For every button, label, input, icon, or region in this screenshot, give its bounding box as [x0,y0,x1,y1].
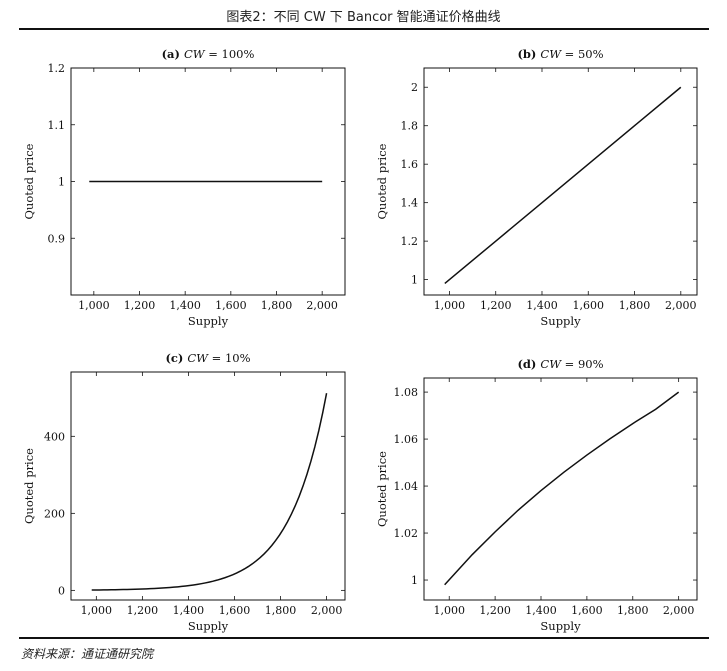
plot-frame [423,377,698,601]
x-tick-label: 1,200 [479,604,511,617]
y-axis-label: Quoted price [22,143,36,219]
x-tick-label: 1,000 [433,604,465,617]
x-tick-label: 1,600 [571,604,603,617]
x-axis-label: Supply [188,314,229,328]
x-tick-label: 1,800 [619,299,651,312]
top-rule [19,28,709,30]
chart-title-rest: = 90% [561,357,604,371]
y-tick-label: 1.2 [48,62,66,75]
y-tick-label: 1.2 [401,235,419,248]
source-note: 资料来源：通证通研究院 [21,647,154,661]
chart-title-var: CW [187,351,209,365]
chart-title: (a) CW = 100% [162,47,255,61]
y-tick-label: 1.02 [394,527,419,540]
chart-title: (d) CW = 90% [517,357,603,371]
y-tick-label: 1.8 [401,120,419,133]
x-tick-label: 1,600 [219,604,251,617]
x-tick-label: 2,000 [665,299,697,312]
y-tick-label: 1.08 [394,386,419,399]
x-axis-label: Supply [188,619,229,633]
plot-frame [70,371,346,601]
x-tick-label: 1,200 [124,299,156,312]
x-tick-label: 1,800 [261,299,293,312]
x-tick-label: 1,000 [434,299,466,312]
x-axis-label: Supply [540,314,581,328]
x-tick-label: 2,000 [311,604,343,617]
x-tick-label: 2,000 [663,604,695,617]
y-tick-label: 1.04 [394,480,419,493]
chart-title-var: CW [184,47,206,61]
x-tick-label: 1,000 [81,604,113,617]
x-tick-label: 1,800 [265,604,297,617]
y-tick-label: 2 [411,81,418,94]
x-tick-label: 1,400 [173,604,205,617]
chart-title: (b) CW = 50% [517,47,603,61]
x-tick-label: 1,400 [525,604,557,617]
y-tick-label: 0 [58,584,65,597]
plot-frame [423,67,698,296]
figure-title: 图表2：不同 CW 下 Bancor 智能通证价格曲线 [226,10,501,25]
chart-title-prefix: (b) [517,47,540,61]
x-tick-label: 1,200 [480,299,512,312]
chart-title-var: CW [540,357,562,371]
series-line [91,393,328,591]
chart-title-var: CW [540,47,562,61]
x-tick-label: 1,200 [127,604,159,617]
x-tick-label: 2,000 [306,299,338,312]
chart-title-rest: = 100% [205,47,255,61]
y-axis-label: Quoted price [375,143,389,219]
x-tick-label: 1,400 [169,299,201,312]
y-tick-label: 400 [44,430,65,443]
y-tick-label: 1 [58,176,65,189]
y-axis-label: Quoted price [375,451,389,527]
y-tick-label: 1 [411,274,418,287]
series-line [444,86,682,285]
y-axis-label: Quoted price [22,448,36,524]
y-tick-label: 1.1 [48,119,66,132]
x-tick-label: 1,800 [617,604,649,617]
bottom-rule [19,637,709,639]
series-line [444,391,680,586]
y-tick-label: 0.9 [48,232,66,245]
chart-c: (c) CW = 10% 1,000 1,200 1,400 1,600 1,800 2,0… [22,351,346,633]
chart-title: (c) CW = 10% [165,351,250,365]
chart-title-prefix: (d) [517,357,540,371]
y-tick-label: 1.06 [394,433,419,446]
chart-title-rest: = 50% [561,47,604,61]
x-tick-label: 1,000 [78,299,110,312]
y-tick-label: 200 [44,507,65,520]
y-tick-label: 1 [411,574,418,587]
x-axis-label: Supply [540,619,581,633]
chart-title-prefix: (c) [165,351,187,365]
y-tick-label: 1.4 [401,197,419,210]
chart-a: (a) CW = 100% 1,000 1,200 1,400 1,600 1,800 2,… [22,47,346,328]
chart-title-prefix: (a) [162,47,184,61]
chart-d: (d) CW = 90% 1,000 1,200 1,400 1,600 1,800 2,0… [375,357,698,633]
chart-b: (b) CW = 50% 1,000 1,200 1,400 1,600 1,800 2,0… [375,47,698,328]
chart-title-rest: = 10% [208,351,251,365]
x-tick-label: 1,600 [215,299,247,312]
x-tick-label: 1,400 [526,299,558,312]
x-tick-label: 1,600 [573,299,605,312]
y-tick-label: 1.6 [401,158,419,171]
